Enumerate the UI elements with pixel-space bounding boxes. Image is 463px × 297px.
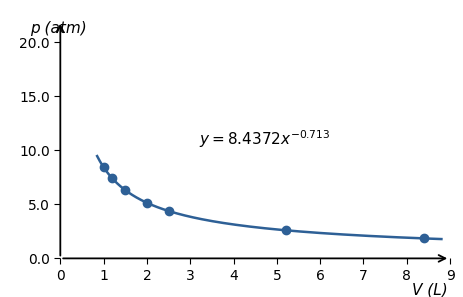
Text: V (L): V (L): [411, 282, 447, 297]
Text: $y = 8.4372x^{-0.713}$: $y = 8.4372x^{-0.713}$: [199, 128, 329, 150]
Text: p (atm): p (atm): [30, 21, 87, 36]
